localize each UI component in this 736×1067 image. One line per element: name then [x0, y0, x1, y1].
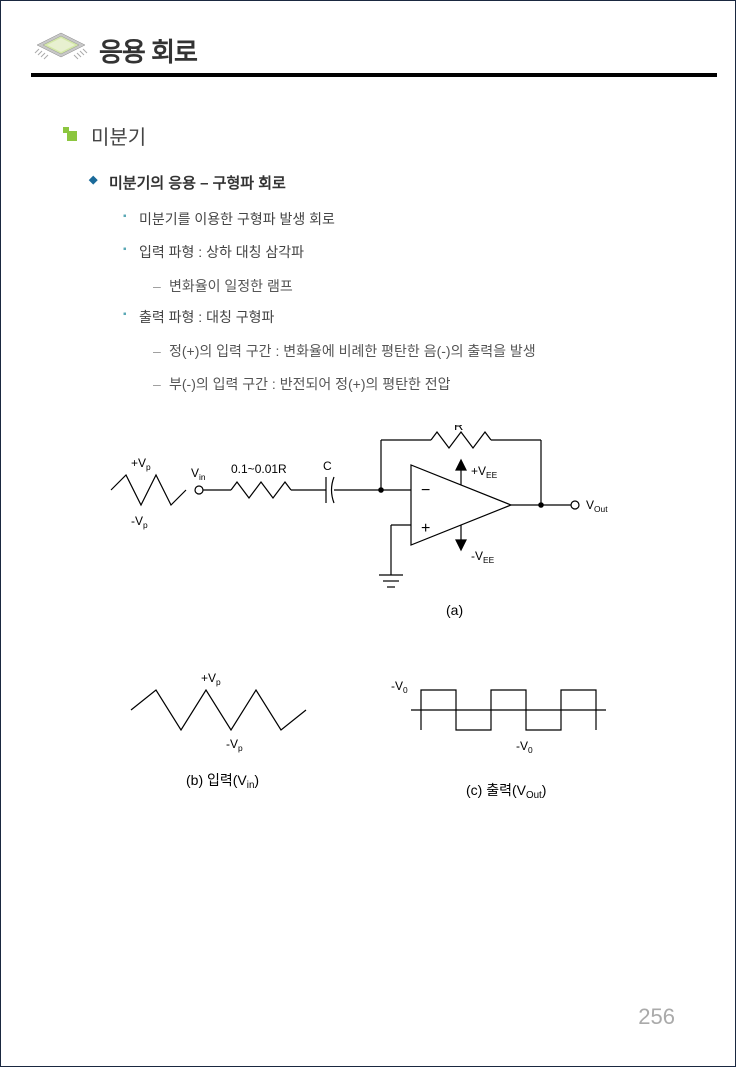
bullet-item: 입력 파형 : 상하 대칭 삼각파: [139, 242, 685, 263]
bullet-item: 미분기를 이용한 구형파 발생 회로: [139, 209, 685, 230]
circuit-diagram: +Vp -Vp Vin 0.1~0.01R C: [91, 425, 685, 815]
svg-text:(b) 입력(Vin): (b) 입력(Vin): [186, 772, 259, 791]
svg-text:VOut: VOut: [586, 498, 608, 514]
svg-text:+: +: [421, 520, 430, 537]
svg-text:(a): (a): [446, 602, 463, 618]
bullet-item: 출력 파형 : 대칭 구형파: [139, 307, 685, 328]
svg-text:+Vp: +Vp: [131, 456, 151, 472]
svg-text:+Vp: +Vp: [201, 671, 221, 687]
chip-icon: [31, 29, 91, 71]
svg-text:−: −: [421, 482, 430, 499]
bullet-sub-item: 정(+)의 입력 구간 : 변화율에 비례한 평탄한 음(-)의 출력을 발생: [169, 340, 685, 362]
svg-text:C: C: [323, 459, 332, 473]
svg-text:-Vp: -Vp: [131, 514, 148, 530]
heading-1: 미분기: [91, 121, 685, 150]
svg-text:-Vp: -Vp: [226, 737, 243, 753]
svg-text:(c) 출력(VOut): (c) 출력(VOut): [466, 782, 546, 801]
svg-text:R: R: [454, 425, 463, 433]
bullet-sub-item: 부(-)의 입력 구간 : 반전되어 정(+)의 평탄한 전압: [169, 373, 685, 395]
heading-2: 미분기의 응용 – 구형파 회로: [109, 172, 685, 193]
bullet-sub-item: 변화율이 일정한 램프: [169, 275, 685, 297]
page-title: 응용 회로: [99, 32, 197, 69]
svg-text:+VEE: +VEE: [471, 464, 498, 480]
svg-text:-VEE: -VEE: [471, 549, 495, 565]
svg-text:-V0: -V0: [391, 679, 408, 695]
content-area: 미분기 미분기의 응용 – 구형파 회로 미분기를 이용한 구형파 발생 회로 …: [1, 71, 735, 815]
page-number: 256: [638, 1004, 675, 1030]
svg-text:0.1~0.01R: 0.1~0.01R: [231, 462, 287, 476]
header-rule: [31, 73, 717, 77]
svg-text:-V0: -V0: [516, 739, 533, 755]
svg-text:Vin: Vin: [191, 466, 206, 482]
slide-header: 응용 회로: [1, 1, 735, 71]
